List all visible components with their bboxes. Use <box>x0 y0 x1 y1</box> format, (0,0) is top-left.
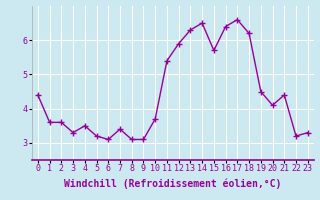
X-axis label: Windchill (Refroidissement éolien,°C): Windchill (Refroidissement éolien,°C) <box>64 179 282 189</box>
